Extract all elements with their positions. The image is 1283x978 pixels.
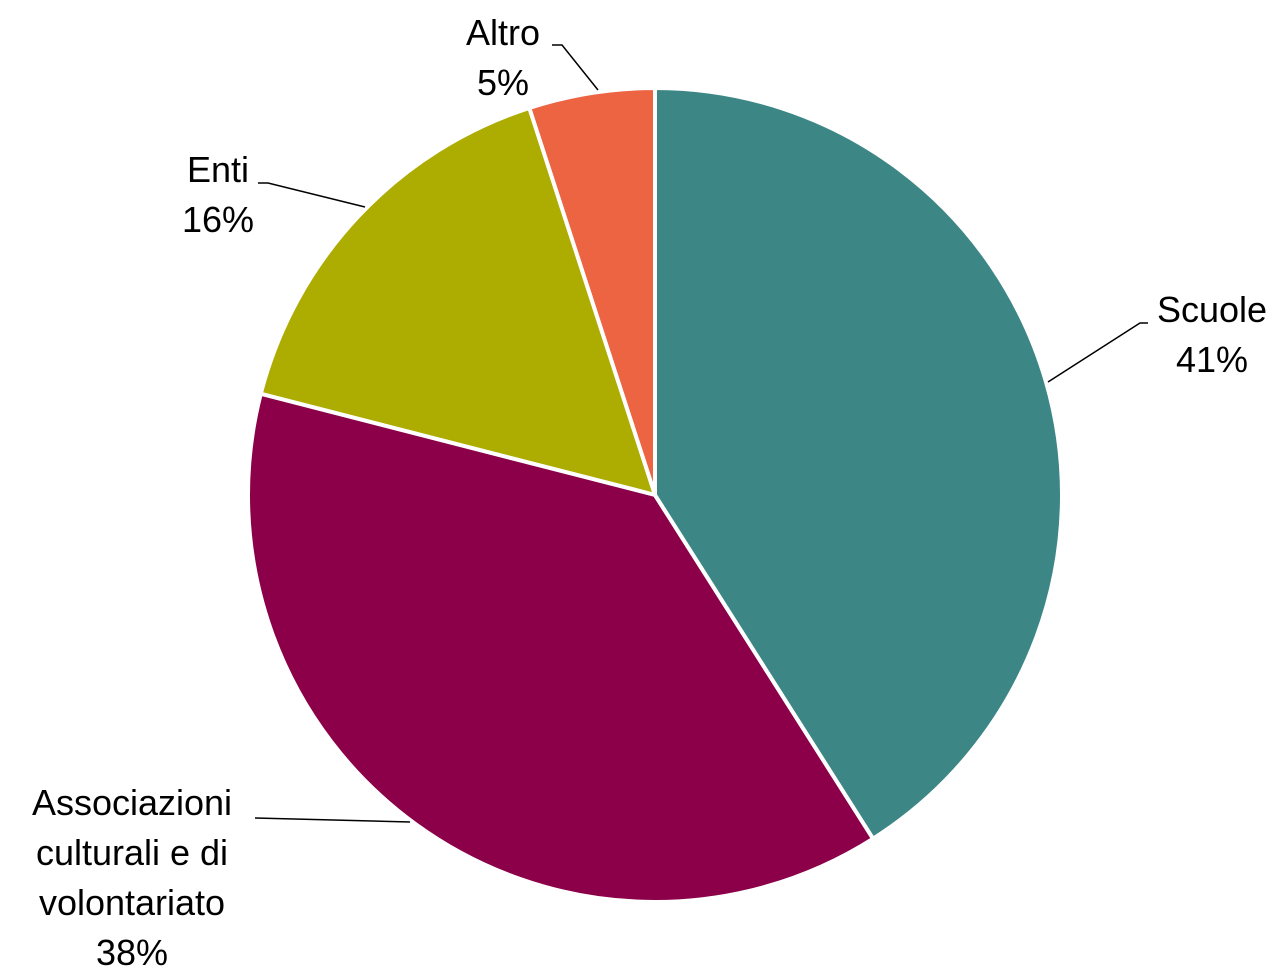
slice-value: 5% <box>476 62 530 103</box>
slice-value: 16% <box>181 199 255 240</box>
leader-line <box>552 44 599 91</box>
slice-label: Enti 16% <box>88 145 348 245</box>
leader-line <box>254 817 411 823</box>
leader-line <box>1047 322 1148 383</box>
slice-name: Associazioni culturali e di volontariato <box>31 782 233 923</box>
pie-slice <box>246 391 876 904</box>
slice-name: Enti <box>186 149 250 190</box>
slice-label: Altro 5% <box>373 8 633 108</box>
leader-line <box>258 182 366 208</box>
slice-name: Altro <box>465 12 541 53</box>
slice-name: Scuole <box>1156 289 1268 330</box>
slice-label: Scuole 41% <box>1082 285 1283 385</box>
pie-slice <box>258 105 657 497</box>
slice-value: 38% <box>95 932 169 973</box>
leader-lines <box>254 44 1148 823</box>
slice-label: Associazioni culturali e di volontariato… <box>2 778 262 978</box>
slice-value: 41% <box>1175 339 1249 380</box>
pie-slice <box>653 86 1064 841</box>
